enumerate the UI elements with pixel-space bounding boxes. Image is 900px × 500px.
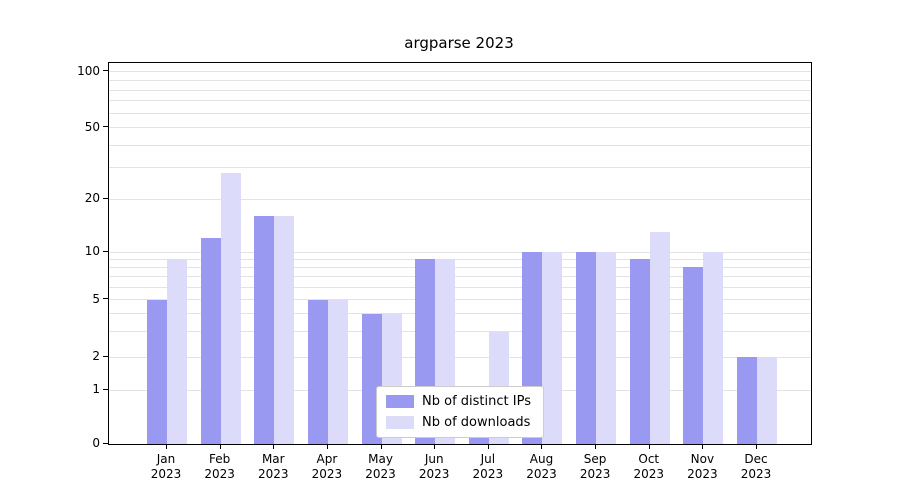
y-tick-mark bbox=[103, 197, 108, 199]
x-tick-mark bbox=[541, 444, 543, 449]
x-tick-label-mar: Mar 2023 bbox=[257, 452, 289, 481]
grid-line bbox=[109, 144, 811, 146]
bar-distinct-ips-mar bbox=[254, 216, 275, 444]
x-tick-label-jan: Jan 2023 bbox=[150, 452, 182, 481]
grid-line bbox=[109, 71, 811, 73]
bar-downloads-oct bbox=[649, 231, 670, 444]
bar-distinct-ips-oct bbox=[629, 259, 650, 444]
y-tick-mark bbox=[103, 355, 108, 357]
grid-line bbox=[109, 80, 811, 81]
bar-downloads-jan bbox=[167, 259, 187, 444]
chart-title: argparse 2023 bbox=[404, 34, 514, 52]
grid-line bbox=[109, 251, 811, 253]
bar-distinct-ips-sep bbox=[576, 252, 597, 444]
bar-distinct-ips-apr bbox=[307, 299, 328, 444]
grid-line bbox=[109, 198, 811, 200]
bar-distinct-ips-jan bbox=[147, 299, 167, 444]
x-tick-mark bbox=[273, 444, 275, 449]
x-tick-label-jun: Jun 2023 bbox=[418, 452, 450, 481]
bar-downloads-mar bbox=[274, 216, 295, 444]
legend-label-downloads: Nb of downloads bbox=[422, 415, 531, 430]
grid-line bbox=[109, 89, 811, 91]
x-tick-label-feb: Feb 2023 bbox=[204, 452, 235, 481]
grid-line bbox=[109, 276, 811, 278]
grid-line bbox=[109, 167, 811, 169]
bar-downloads-apr bbox=[327, 299, 348, 444]
x-tick-mark bbox=[434, 444, 436, 449]
x-tick-mark bbox=[702, 444, 704, 449]
x-tick-mark bbox=[326, 444, 328, 449]
x-tick-label-sep: Sep 2023 bbox=[579, 452, 611, 481]
legend-label-distinct-ips: Nb of distinct IPs bbox=[422, 394, 531, 409]
y-tick-label: 100 bbox=[77, 63, 100, 78]
y-tick-label: 20 bbox=[84, 191, 100, 206]
x-tick-label-nov: Nov 2023 bbox=[687, 452, 718, 481]
y-tick-label: 10 bbox=[84, 244, 100, 258]
x-tick-mark bbox=[380, 444, 382, 449]
bar-distinct-ips-dec bbox=[737, 357, 758, 444]
y-tick-label: 50 bbox=[84, 119, 100, 134]
y-tick-label: 0 bbox=[92, 436, 100, 450]
y-tick-label: 5 bbox=[92, 291, 100, 306]
bar-downloads-aug bbox=[542, 252, 563, 444]
legend-swatch-downloads bbox=[386, 416, 415, 429]
grid-line bbox=[109, 299, 811, 301]
x-tick-mark bbox=[756, 444, 758, 449]
bar-downloads-sep bbox=[596, 252, 617, 444]
grid-line bbox=[109, 286, 811, 288]
legend-swatch-distinct-ips bbox=[386, 395, 415, 408]
x-tick-label-apr: Apr 2023 bbox=[311, 452, 343, 481]
y-tick-mark bbox=[103, 250, 108, 252]
legend-item-distinct-ips: Nb of distinct IPs bbox=[386, 394, 531, 409]
x-tick-mark bbox=[166, 444, 167, 449]
bar-downloads-feb bbox=[220, 172, 241, 444]
grid-line bbox=[109, 331, 811, 333]
bar-downloads-dec bbox=[757, 357, 778, 444]
grid-line bbox=[109, 258, 811, 260]
grid-line bbox=[109, 313, 811, 315]
grid-line bbox=[109, 112, 811, 114]
bar-distinct-ips-feb bbox=[200, 238, 221, 444]
plot-area: Nb of distinct IPs Nb of downloads bbox=[108, 62, 812, 445]
legend: Nb of distinct IPs Nb of downloads bbox=[376, 386, 544, 438]
legend-item-downloads: Nb of downloads bbox=[386, 415, 531, 430]
bar-distinct-ips-nov bbox=[683, 267, 704, 444]
x-tick-mark bbox=[219, 444, 221, 449]
y-tick-label: 2 bbox=[92, 349, 100, 364]
y-tick-mark bbox=[103, 70, 108, 72]
y-tick-mark bbox=[103, 298, 108, 300]
x-tick-label-oct: Oct 2023 bbox=[633, 452, 665, 481]
grid-line bbox=[109, 100, 811, 102]
x-tick-mark bbox=[648, 444, 650, 449]
x-tick-label-dec: Dec 2023 bbox=[740, 452, 772, 481]
y-tick-mark bbox=[103, 442, 108, 444]
y-tick-label: 1 bbox=[92, 382, 100, 396]
x-tick-label-aug: Aug 2023 bbox=[526, 452, 557, 481]
y-tick-mark bbox=[103, 388, 108, 390]
bar-downloads-nov bbox=[703, 252, 724, 444]
y-tick-mark bbox=[103, 126, 108, 128]
x-tick-mark bbox=[595, 444, 597, 449]
x-tick-label-jul: Jul 2023 bbox=[472, 452, 504, 481]
x-tick-label-may: May 2023 bbox=[365, 452, 396, 481]
x-tick-mark bbox=[487, 444, 489, 449]
grid-line bbox=[109, 127, 811, 129]
grid-line bbox=[109, 356, 811, 358]
grid-line bbox=[109, 266, 811, 268]
